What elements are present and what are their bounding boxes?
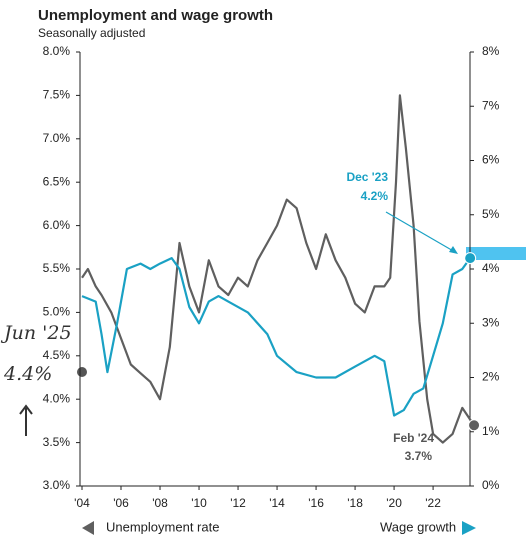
x-tick-label: '04 [74, 496, 90, 510]
y2-tick-label: 2% [482, 370, 500, 384]
y-tick-label: 6.5% [43, 174, 71, 188]
y-tick-label: 6.0% [43, 218, 71, 232]
chart-title: Unemployment and wage growth [38, 7, 273, 24]
y2-tick-label: 1% [482, 424, 500, 438]
legend-label: Unemployment rate [106, 519, 219, 534]
series-line [81, 257, 471, 417]
handwritten-note: Jun '25 [0, 322, 72, 344]
x-tick-label: '08 [152, 496, 168, 510]
x-tick-label: '22 [425, 496, 441, 510]
y2-tick-label: 4% [482, 261, 500, 275]
x-tick-label: '06 [113, 496, 129, 510]
annotation: 4.2% [361, 189, 389, 203]
x-tick-label: '18 [347, 496, 363, 510]
y2-tick-label: 7% [482, 98, 500, 112]
y-tick-label: 4.5% [43, 348, 71, 362]
y-tick-label: 4.0% [43, 391, 71, 405]
annotation: 3.7% [405, 449, 433, 463]
y-tick-label: 3.5% [43, 435, 71, 449]
y2-tick-label: 5% [482, 207, 500, 221]
end-point [464, 252, 477, 265]
y2-tick-label: 3% [482, 315, 500, 329]
x-tick-label: '10 [191, 496, 207, 510]
highlight-bar [466, 247, 526, 260]
x-tick-label: '14 [269, 496, 285, 510]
x-tick-label: '12 [230, 496, 246, 510]
annotation-arrow [385, 211, 456, 253]
y-tick-label: 5.5% [43, 261, 71, 275]
hand-arrow [19, 404, 33, 436]
legend-marker [82, 521, 94, 535]
y2-tick-label: 0% [482, 478, 500, 492]
x-tick-label: '20 [386, 496, 402, 510]
annotation: Dec '23 [346, 170, 388, 184]
y2-tick-label: 6% [482, 153, 500, 167]
end-point [468, 419, 481, 432]
legend-label: Wage growth [380, 519, 456, 534]
legend-marker [462, 521, 476, 535]
annotation-arrowhead [449, 246, 458, 254]
y-tick-label: 8.0% [43, 44, 71, 58]
series-line [81, 94, 475, 444]
y-tick-label: 3.0% [43, 478, 71, 492]
y-tick-label: 7.5% [43, 88, 71, 102]
y-tick-label: 5.0% [43, 305, 71, 319]
handwritten-note: 4.4% [3, 363, 52, 385]
y2-tick-label: 8% [482, 44, 500, 58]
annotation: Feb '24 [393, 431, 434, 445]
x-tick-label: '16 [308, 496, 324, 510]
y-tick-label: 7.0% [43, 131, 71, 145]
chart-subtitle: Seasonally adjusted [38, 26, 145, 40]
hand-dot [77, 367, 87, 377]
